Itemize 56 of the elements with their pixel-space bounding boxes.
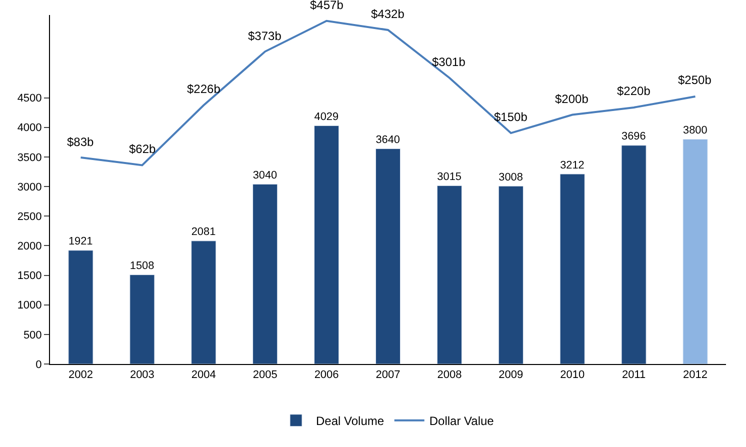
- bar: [314, 125, 340, 364]
- data-label: 3008: [498, 171, 523, 184]
- x-tick-label: 2012: [683, 369, 708, 382]
- data-label: $373b: [248, 29, 282, 43]
- y-tick-label: 4500: [17, 92, 42, 105]
- x-tick-label: 2004: [191, 369, 216, 382]
- data-label: $200b: [555, 92, 589, 106]
- data-label: $301b: [432, 55, 466, 69]
- data-label: 1508: [130, 260, 154, 272]
- y-tick-label: 2500: [17, 210, 42, 223]
- bar: [621, 145, 646, 364]
- data-label: $432b: [371, 7, 405, 21]
- data-label: $83b: [67, 135, 94, 149]
- bar: [560, 174, 585, 364]
- y-tick-label: 2000: [17, 240, 42, 253]
- x-tick-label: 2008: [437, 369, 462, 382]
- y-tick-label: 1000: [17, 300, 42, 312]
- data-label: 3800: [682, 124, 708, 136]
- y-tick-label: 0: [36, 358, 42, 371]
- bar: [130, 274, 155, 364]
- x-tick-label: 2010: [560, 369, 585, 382]
- x-tick-label: 2011: [622, 369, 646, 382]
- y-tick-label: 4000: [17, 122, 42, 134]
- x-tick-label: 2007: [376, 369, 400, 382]
- data-label: $62b: [129, 142, 156, 156]
- y-tick-label: 3500: [17, 152, 42, 164]
- bar: [375, 148, 401, 364]
- data-label: 4029: [314, 110, 339, 123]
- bar: [682, 138, 708, 364]
- data-label: 3640: [376, 134, 400, 146]
- y-tick-label: 3000: [17, 181, 42, 194]
- y-tick-label: 500: [23, 329, 42, 342]
- data-label: $220b: [617, 84, 651, 98]
- bar: [436, 185, 462, 364]
- y-tick-label: 1500: [17, 270, 42, 282]
- data-label: 3015: [437, 170, 462, 183]
- data-label: 3696: [622, 130, 646, 143]
- data-label: 3212: [560, 159, 584, 172]
- x-tick-label: 2009: [498, 369, 524, 382]
- x-tick-label: 2002: [68, 369, 93, 382]
- bar: [68, 250, 94, 364]
- legend-label: Deal Volume: [316, 414, 384, 428]
- bar: [252, 184, 278, 364]
- x-tick-label: 2006: [314, 369, 339, 382]
- data-label: $457b: [310, 0, 344, 12]
- data-label: 1921: [68, 236, 93, 248]
- legend-label: Dollar Value: [429, 414, 494, 428]
- data-label: $226b: [187, 82, 221, 96]
- data-label: 3040: [252, 169, 278, 182]
- data-label: 2081: [191, 226, 216, 238]
- bar: [191, 240, 216, 364]
- x-tick-label: 2005: [252, 369, 278, 382]
- data-label: $150b: [494, 110, 528, 124]
- bar: [498, 186, 524, 364]
- data-label: $250b: [678, 73, 712, 87]
- x-tick-label: 2003: [130, 369, 154, 382]
